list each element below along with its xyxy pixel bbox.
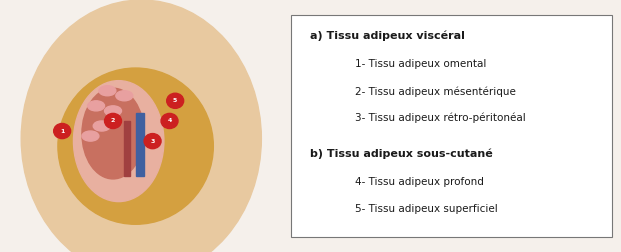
Text: 5- Tissu adipeux superficiel: 5- Tissu adipeux superficiel bbox=[355, 204, 497, 214]
Ellipse shape bbox=[58, 68, 214, 224]
Ellipse shape bbox=[21, 0, 261, 252]
Ellipse shape bbox=[82, 88, 144, 179]
Text: b) Tissu adipeux sous-cutané: b) Tissu adipeux sous-cutané bbox=[310, 148, 492, 159]
Circle shape bbox=[166, 93, 184, 108]
Text: 2: 2 bbox=[111, 118, 116, 123]
Text: a) Tissu adipeux viscéral: a) Tissu adipeux viscéral bbox=[310, 31, 465, 41]
Ellipse shape bbox=[104, 106, 122, 116]
Circle shape bbox=[53, 123, 71, 139]
Text: 1: 1 bbox=[60, 129, 65, 134]
Text: 4- Tissu adipeux profond: 4- Tissu adipeux profond bbox=[355, 177, 484, 187]
Ellipse shape bbox=[99, 86, 116, 96]
Circle shape bbox=[161, 113, 178, 129]
Ellipse shape bbox=[93, 121, 110, 131]
Ellipse shape bbox=[116, 91, 133, 101]
Text: 3- Tissu adipeux rétro-péritonéal: 3- Tissu adipeux rétro-péritonéal bbox=[355, 113, 526, 123]
Text: 3: 3 bbox=[150, 139, 155, 144]
Text: 2- Tissu adipeux mésentérique: 2- Tissu adipeux mésentérique bbox=[355, 86, 516, 97]
Text: 1- Tissu adipeux omental: 1- Tissu adipeux omental bbox=[355, 59, 486, 70]
Bar bbox=[135, 113, 144, 176]
Text: 5: 5 bbox=[173, 98, 178, 103]
Circle shape bbox=[104, 113, 122, 129]
Circle shape bbox=[144, 134, 161, 149]
Ellipse shape bbox=[73, 81, 164, 202]
Text: 4: 4 bbox=[167, 118, 172, 123]
Bar bbox=[124, 121, 130, 176]
Ellipse shape bbox=[88, 101, 104, 111]
Ellipse shape bbox=[82, 131, 99, 141]
FancyBboxPatch shape bbox=[291, 15, 612, 237]
